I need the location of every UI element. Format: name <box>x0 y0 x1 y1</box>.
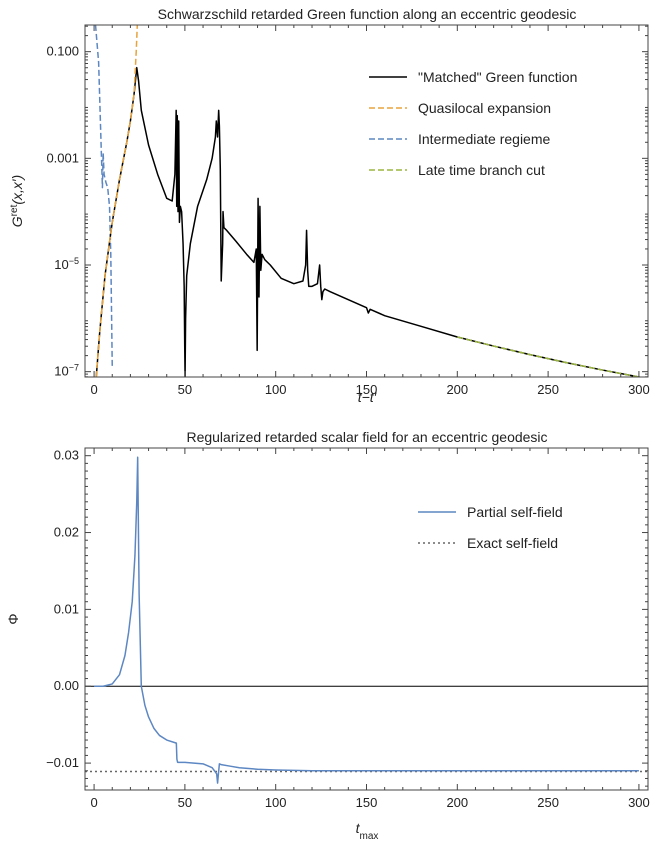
top-x-tick-label: 200 <box>446 382 468 397</box>
bottom-x-tick-label: 0 <box>90 795 97 810</box>
bottom-legend: Partial self-field Exact self-field <box>418 504 563 551</box>
top-legend-label: Late time branch cut <box>418 162 545 178</box>
bottom-y-tick-label: −0.01 <box>46 755 79 770</box>
top-legend-label: Quasilocal expansion <box>418 100 551 116</box>
top-legend-label: "Matched" Green function <box>418 69 577 85</box>
top-x-ticks: 0 50 100 150 200 250 300 <box>90 25 650 397</box>
top-series-line-3 <box>457 336 643 377</box>
bottom-legend-label: Exact self-field <box>467 535 558 551</box>
top-series-line-2 <box>94 25 113 367</box>
top-y-tick-label: 10−5 <box>54 256 79 272</box>
top-x-tick-label: 250 <box>537 382 559 397</box>
bottom-x-tick-label: 250 <box>537 795 559 810</box>
bottom-y-axis-title: Φ <box>5 613 21 624</box>
bottom-x-axis-title: tmax <box>356 820 379 842</box>
bottom-y-tick-label: 0.02 <box>54 525 79 540</box>
top-y-ticks: 10−7 10−5 0.001 0.100 <box>46 25 648 379</box>
top-x-tick-label: 300 <box>628 382 650 397</box>
bottom-y-tick-label: 0.00 <box>54 678 79 693</box>
top-y-axis-title: Gret(x,x′) <box>9 175 26 227</box>
top-x-tick-label: 0 <box>90 382 97 397</box>
bottom-x-tick-label: 300 <box>628 795 650 810</box>
bottom-chart-title: Regularized retarded scalar field for an… <box>186 429 547 445</box>
top-chart-title: Schwarzschild retarded Green function al… <box>158 6 577 22</box>
top-series-line-0 <box>95 66 643 377</box>
bottom-plot-frame <box>84 447 649 791</box>
top-chart: Schwarzschild retarded Green function al… <box>9 6 650 405</box>
top-legend-label: Intermediate regieme <box>418 131 551 147</box>
bottom-chart: Regularized retarded scalar field for an… <box>5 429 650 842</box>
top-x-tick-label: 150 <box>356 382 378 397</box>
top-y-tick-label: 10−7 <box>54 363 79 379</box>
bottom-x-tick-label: 150 <box>356 795 378 810</box>
bottom-series-line-0 <box>94 456 639 784</box>
bottom-x-tick-label: 100 <box>265 795 287 810</box>
bottom-x-ticks: 0 50 100 150 200 250 300 <box>90 448 650 810</box>
top-series-line-1 <box>95 25 139 377</box>
bottom-y-ticks: −0.01 0.00 0.01 0.02 0.03 <box>46 448 648 787</box>
bottom-plot-lines <box>85 456 648 784</box>
top-x-tick-label: 50 <box>178 382 192 397</box>
top-x-tick-label: 100 <box>265 382 287 397</box>
top-y-tick-label: 0.001 <box>46 150 79 165</box>
top-x-axis-title: t−t′ <box>358 389 378 405</box>
bottom-x-tick-label: 50 <box>178 795 192 810</box>
bottom-y-tick-label: 0.03 <box>54 448 79 463</box>
bottom-x-tick-label: 200 <box>446 795 468 810</box>
bottom-legend-label: Partial self-field <box>467 504 563 520</box>
top-legend: "Matched" Green function Quasilocal expan… <box>369 69 577 178</box>
top-y-tick-label: 0.100 <box>46 44 79 59</box>
bottom-y-tick-label: 0.01 <box>54 601 79 616</box>
top-plot-lines <box>94 25 643 377</box>
